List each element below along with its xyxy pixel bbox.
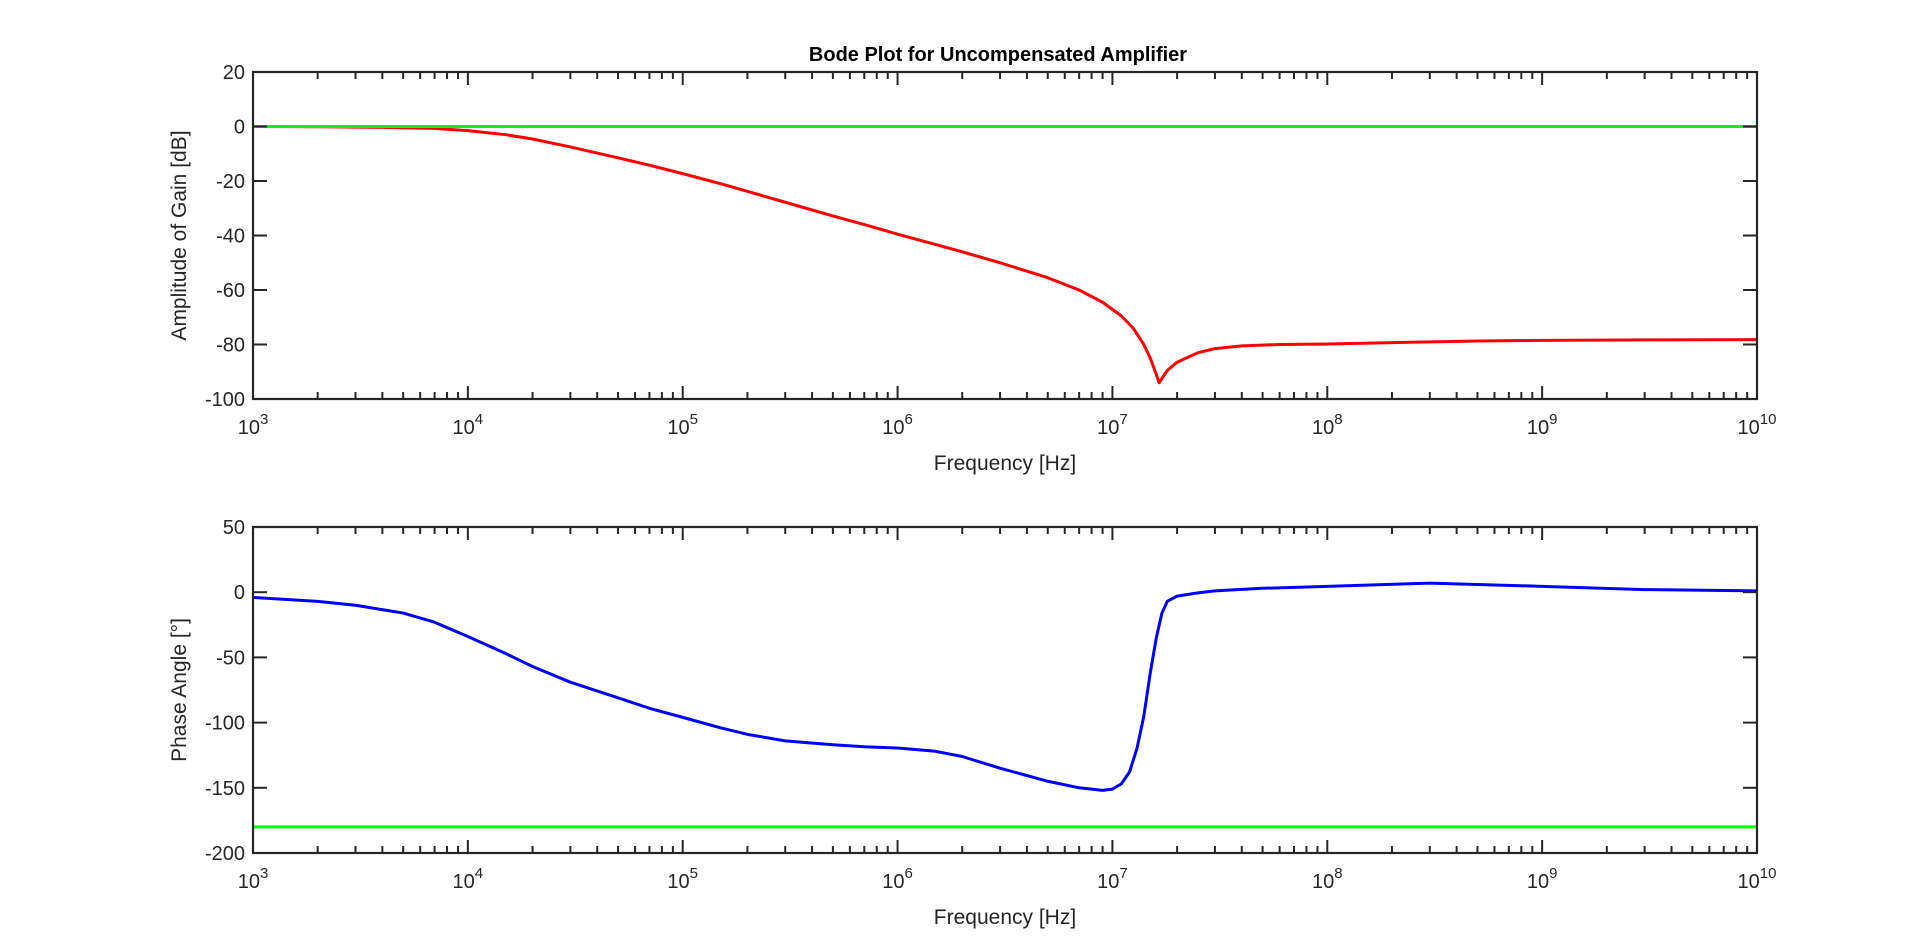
y-tick-label: -40 xyxy=(216,226,245,248)
y-tick-label: -150 xyxy=(205,778,245,800)
x-tick-label: 1010 xyxy=(1738,411,1777,439)
y-tick-label: -100 xyxy=(205,389,245,411)
y-tick-label: -20 xyxy=(216,171,245,193)
y-tick-label: -60 xyxy=(216,280,245,302)
series-line-0 xyxy=(253,125,1757,385)
x-tick-label: 105 xyxy=(667,865,698,893)
y-axis-label: Phase Angle [°] xyxy=(168,618,191,762)
y-tick-label: 0 xyxy=(234,117,245,139)
x-tick-label: 104 xyxy=(453,865,484,893)
y-tick-label: -50 xyxy=(216,647,245,669)
x-tick-label: 108 xyxy=(1312,411,1343,439)
x-tick-label: 103 xyxy=(238,411,269,439)
x-axis-label: Frequency [Hz] xyxy=(934,452,1076,475)
y-ticks xyxy=(253,71,1757,400)
x-tick-label: 108 xyxy=(1312,865,1343,893)
x-tick-label: 109 xyxy=(1527,865,1558,893)
phase-plot: 103 104 105 106 107 108 109 1010 50 0 -50 -100 -150 -… xyxy=(168,517,1776,929)
x-tick-label: 1010 xyxy=(1738,865,1777,893)
y-tick-label: -100 xyxy=(205,713,245,735)
series-group xyxy=(253,125,1757,385)
y-tick-label: -200 xyxy=(205,843,245,865)
y-ticks xyxy=(253,526,1757,854)
series-group xyxy=(253,581,1757,829)
x-axis-label: Frequency [Hz] xyxy=(934,906,1076,929)
x-tick-label: 104 xyxy=(453,411,484,439)
gain-plot: 103 104 105 106 107 108 109 1010 20 0 -20 -40 -60 -80… xyxy=(168,62,1776,475)
x-ticks xyxy=(252,527,1758,853)
x-tick-label: 106 xyxy=(882,865,913,893)
x-tick-label: 105 xyxy=(667,411,698,439)
x-tick-label: 103 xyxy=(238,865,269,893)
y-tick-label: -80 xyxy=(216,335,245,357)
axes-box xyxy=(251,525,1759,855)
x-tick-label: 106 xyxy=(882,411,913,439)
x-tick-label: 107 xyxy=(1097,411,1128,439)
x-tick-label: 107 xyxy=(1097,865,1128,893)
y-axis-label: Amplitude of Gain [dB] xyxy=(168,130,191,340)
x-ticks xyxy=(252,72,1758,399)
x-tick-label: 109 xyxy=(1527,411,1558,439)
y-tick-label: 0 xyxy=(234,582,245,604)
series-line-0 xyxy=(253,581,1757,792)
y-tick-label: 20 xyxy=(223,62,245,84)
chart-title: Bode Plot for Uncompensated Amplifier xyxy=(809,44,1187,66)
y-tick-label: 50 xyxy=(223,517,245,539)
